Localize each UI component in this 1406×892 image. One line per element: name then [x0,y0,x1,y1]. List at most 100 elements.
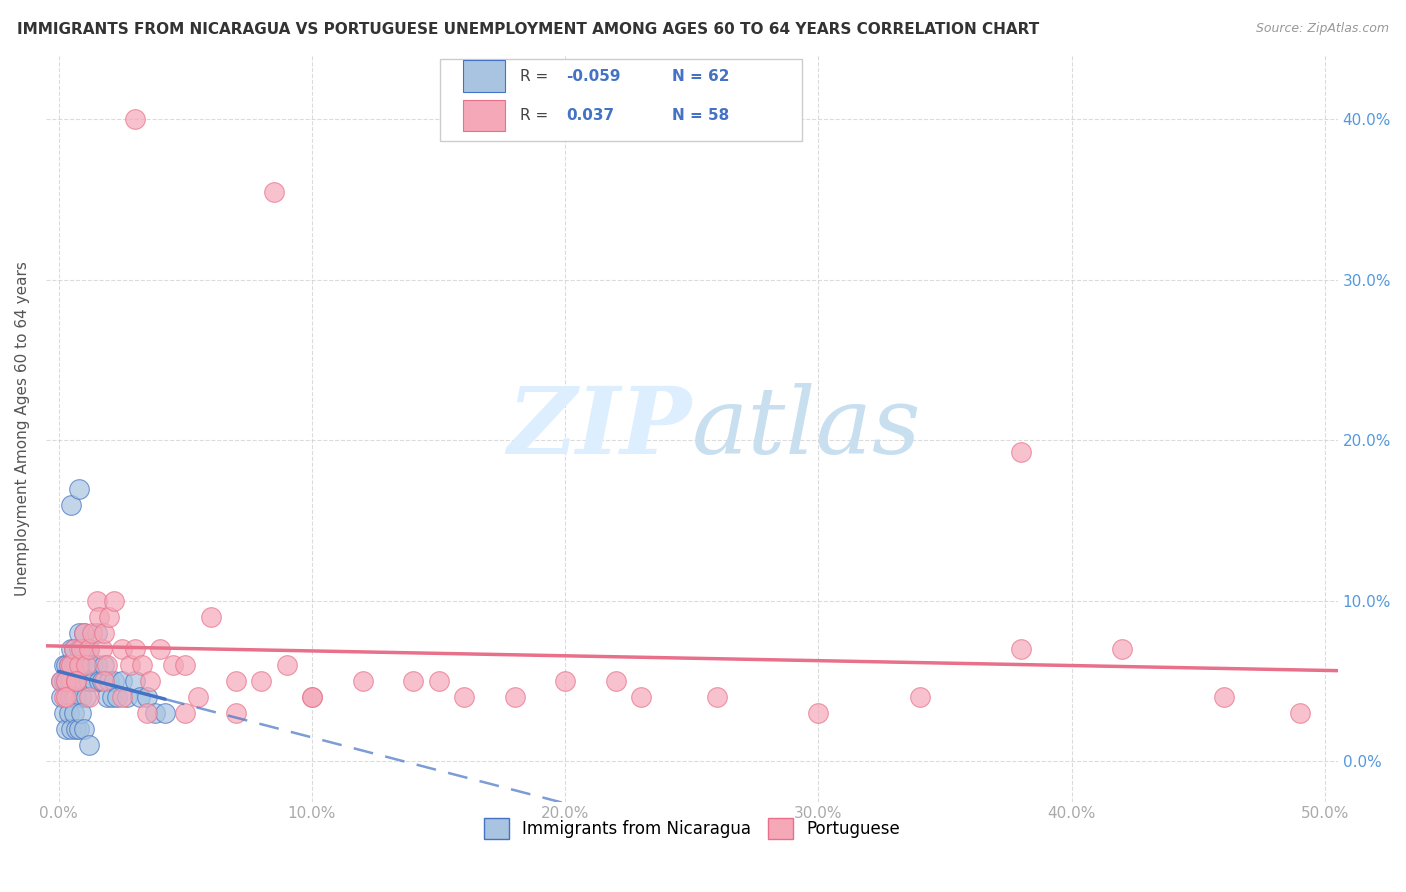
Point [352,674,374,689]
Y-axis label: Unemployment Among Ages 60 to 64 years: Unemployment Among Ages 60 to 64 years [15,261,30,596]
Point [136,706,159,721]
Text: R =: R = [520,108,558,123]
Point [73,626,96,640]
Point [55,658,77,673]
Point [162,658,184,673]
Point [63,642,86,657]
Point [143,706,166,721]
Point [77,690,100,705]
FancyBboxPatch shape [440,59,801,141]
Point [60,690,83,705]
Point [1010,444,1032,458]
Point [60,723,83,737]
Point [93,674,115,689]
Point [77,642,100,657]
Point [55,674,77,689]
Point [96,690,118,705]
Point [98,610,121,624]
Text: N = 58: N = 58 [672,108,730,123]
Point [1288,706,1310,721]
Point [402,674,425,689]
Point [93,658,115,673]
Point [67,723,90,737]
Point [1212,690,1234,705]
Point [70,642,93,657]
Point [51,690,73,705]
Point [93,626,115,640]
Point [55,674,77,689]
Point [58,690,80,705]
Point [153,706,176,721]
Point [60,674,83,689]
Point [63,642,86,657]
Text: Source: ZipAtlas.com: Source: ZipAtlas.com [1256,22,1389,36]
Point [96,658,118,673]
Point [128,690,150,705]
Point [52,706,75,721]
Point [63,706,86,721]
FancyBboxPatch shape [463,100,505,131]
Point [225,674,247,689]
Point [98,674,121,689]
Point [76,658,98,673]
Point [250,674,273,689]
Point [65,723,87,737]
Point [908,690,931,705]
Point [301,690,323,705]
Text: atlas: atlas [692,384,921,474]
Point [605,674,627,689]
Point [77,674,100,689]
Point [51,674,73,689]
Point [554,674,576,689]
Point [83,674,105,689]
Point [276,658,298,673]
Point [103,594,125,608]
Text: R =: R = [520,69,553,84]
Point [131,658,153,673]
Point [67,482,90,496]
Point [111,690,134,705]
Point [200,610,222,624]
Text: N = 62: N = 62 [672,69,730,84]
Point [73,626,96,640]
Point [52,658,75,673]
Text: IMMIGRANTS FROM NICARAGUA VS PORTUGUESE UNEMPLOYMENT AMONG AGES 60 TO 64 YEARS C: IMMIGRANTS FROM NICARAGUA VS PORTUGUESE … [17,22,1039,37]
Point [73,674,96,689]
Point [65,674,87,689]
Point [111,642,134,657]
Point [63,690,86,705]
Point [65,690,87,705]
Point [73,723,96,737]
Point [105,690,128,705]
Text: -0.059: -0.059 [567,69,621,84]
Point [80,658,103,673]
Point [115,690,138,705]
Point [706,690,728,705]
Point [60,658,83,673]
Point [124,112,146,127]
Point [70,658,93,673]
Point [136,690,159,705]
Point [76,690,98,705]
Point [55,690,77,705]
Point [52,674,75,689]
Point [187,690,209,705]
Point [263,185,285,199]
Point [65,674,87,689]
Point [65,674,87,689]
Point [77,739,100,753]
Text: 0.037: 0.037 [567,108,614,123]
Point [67,642,90,657]
Point [1010,642,1032,657]
Point [73,642,96,657]
Point [149,642,172,657]
Text: ZIP: ZIP [508,384,692,474]
Point [630,690,652,705]
Point [70,690,93,705]
Point [67,626,90,640]
Point [80,626,103,640]
Point [77,642,100,657]
Point [90,642,112,657]
Point [65,674,87,689]
Point [118,658,141,673]
